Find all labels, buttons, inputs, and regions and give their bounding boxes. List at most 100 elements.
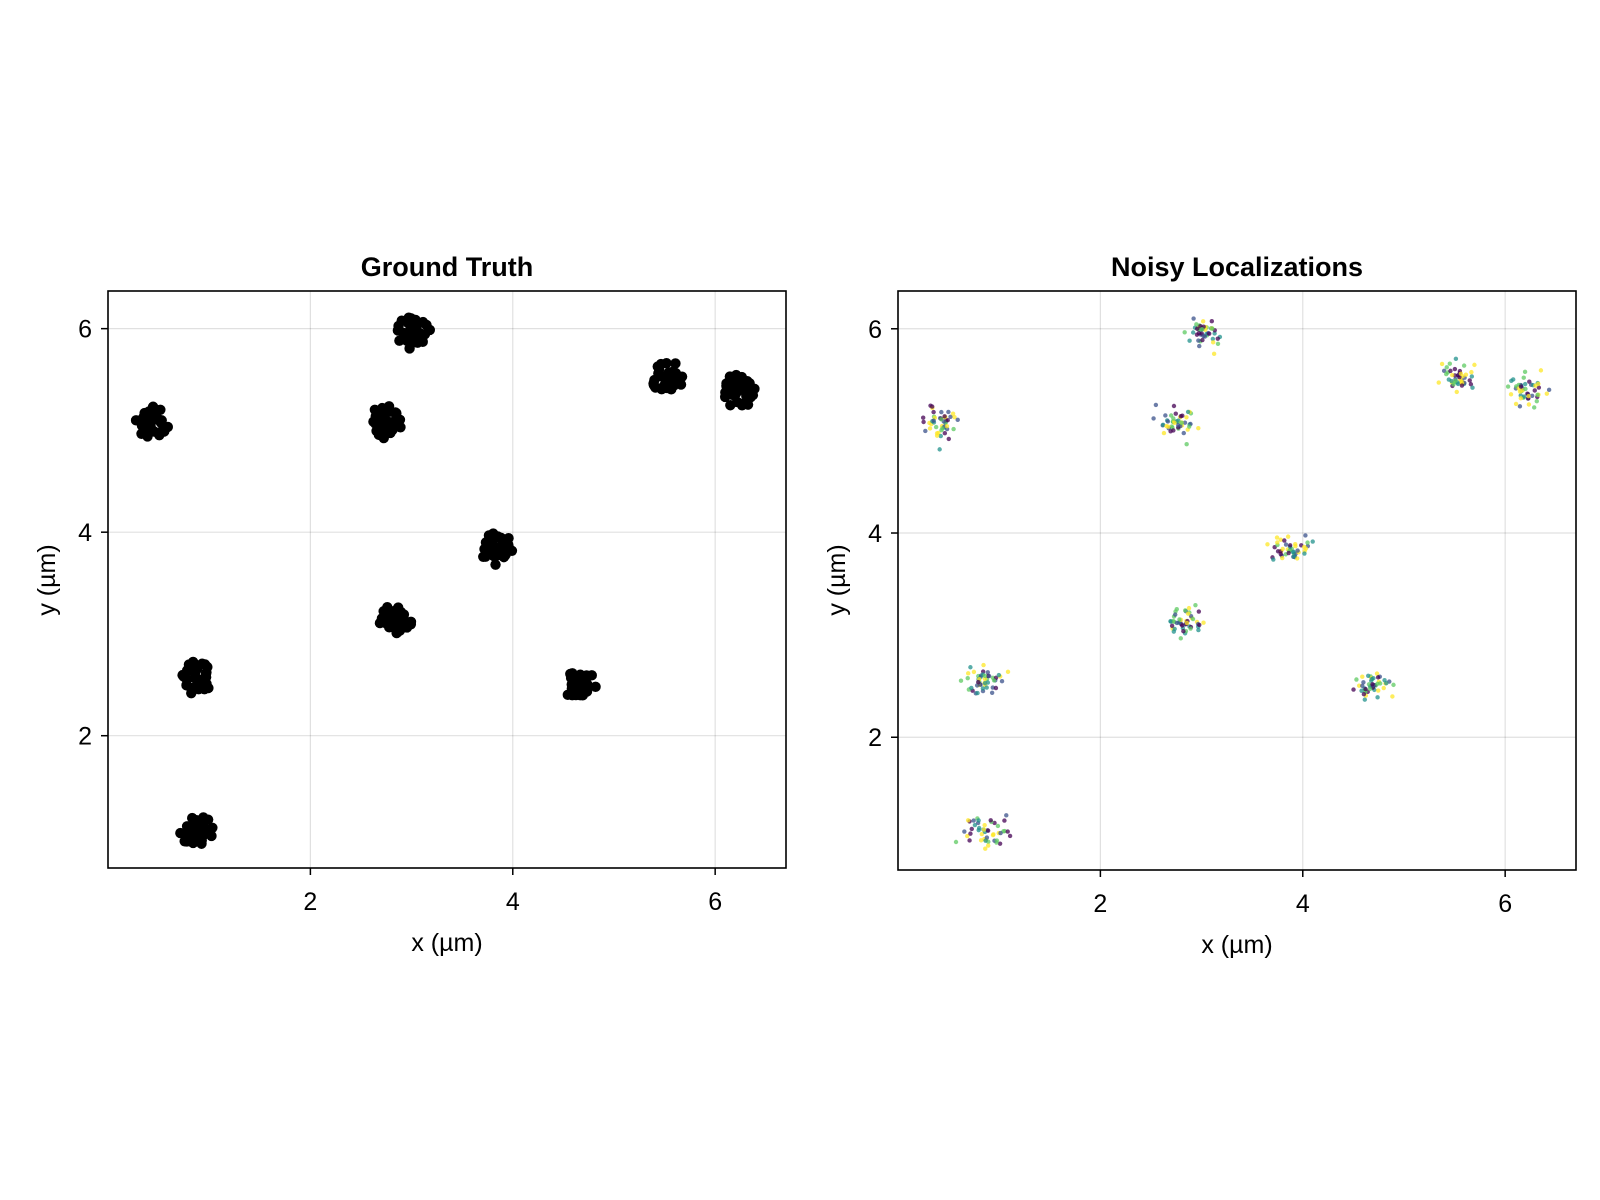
localization-point [1201,333,1206,339]
localization-point [1526,393,1531,399]
localization-point [1160,422,1166,428]
emitter-point [175,827,186,839]
localization-point [1382,678,1387,683]
localization-point [939,417,944,422]
x-axis-label: x (µm) [1201,931,1272,959]
localization-point [1391,682,1396,688]
localization-point [1375,695,1380,700]
grid-lines [898,291,1576,870]
localization-point [1446,377,1452,382]
localization-point [971,818,976,823]
localization-point [1004,813,1009,818]
localization-point [971,669,977,675]
localization-point [1295,548,1300,553]
localization-point [995,823,1001,829]
localization-point [991,678,997,683]
localization-point [1359,688,1364,693]
localization-point [1354,677,1359,682]
localization-point [955,417,960,423]
y-axis-label: y (µm) [823,544,851,615]
localization-point [1546,387,1552,393]
y-tick-label: 4 [78,519,92,547]
localization-point [994,838,1000,843]
localization-point [985,828,991,833]
y-tick-label: 6 [78,316,92,344]
localization-point [1196,331,1202,336]
localization-point [1302,551,1307,556]
localization-point [1163,413,1168,418]
localization-point [984,685,989,690]
emitter-point [206,830,217,842]
localization-point [942,414,947,419]
localization-point [1463,372,1469,377]
scatter-points [130,312,760,849]
localization-point [1185,409,1191,415]
localization-point [1280,546,1285,552]
localization-point [1200,319,1206,324]
localization-point [1361,691,1367,697]
axis-ticks: 2 4 6 2 4 6 [78,316,722,916]
localization-point [976,818,981,823]
localization-point [1291,549,1296,554]
emitter-point [145,421,156,432]
grid-lines [108,291,786,868]
emitter-point [193,674,204,685]
localization-point [986,673,992,679]
x-tick-label: 2 [1093,890,1107,918]
localization-point [968,665,973,670]
localization-point [965,818,971,823]
localization-point [1452,366,1458,372]
emitter-point [732,384,744,395]
emitter-point [155,404,166,415]
emitter-point [478,551,489,563]
chart-title: Noisy Localizations [1111,252,1363,282]
localization-point [1176,423,1181,428]
y-tick-label: 6 [868,316,882,344]
localization-point [931,418,936,423]
localization-point [1168,619,1173,624]
localization-point [942,430,948,436]
localization-point [1366,673,1371,678]
localization-point [1293,542,1298,547]
localization-point [1274,535,1280,540]
localization-point [1444,365,1449,370]
localization-point [1461,363,1467,368]
localization-point [1381,685,1386,691]
localization-point [999,679,1005,684]
localization-point [1470,385,1475,390]
localization-point [1521,375,1526,380]
localization-point [980,686,986,691]
emitter-point [749,383,760,395]
localization-point [1275,540,1280,545]
localization-point [1518,396,1524,401]
localization-point [1190,330,1196,335]
emitter-point [574,683,585,694]
localization-point [1447,361,1453,366]
localization-point [1180,623,1185,628]
localization-point [1362,697,1368,702]
localization-point [993,685,999,691]
localization-point [1005,669,1011,675]
plot-frame [897,290,1577,871]
localization-point [951,426,956,432]
localization-point [1182,330,1187,335]
localization-point [982,673,988,678]
localization-point [1184,442,1189,447]
localization-point [1265,542,1270,547]
localization-point [989,690,995,695]
localization-point [997,841,1003,846]
localization-point [1532,388,1537,393]
localization-point [1454,389,1459,395]
localization-point [1151,416,1156,421]
emitter-point [156,415,167,426]
localization-point [988,818,993,823]
localization-point [1209,319,1215,324]
localization-point [1200,337,1205,343]
localization-point [978,838,984,843]
panel-ground-truth: Ground Truth 2 4 6 2 4 6 x (µm) y (µm) [33,252,787,957]
localization-point [1181,430,1186,436]
emitter-point [394,616,405,627]
localization-point [1165,419,1171,424]
localization-point [1182,420,1188,425]
localization-point [1472,362,1477,368]
